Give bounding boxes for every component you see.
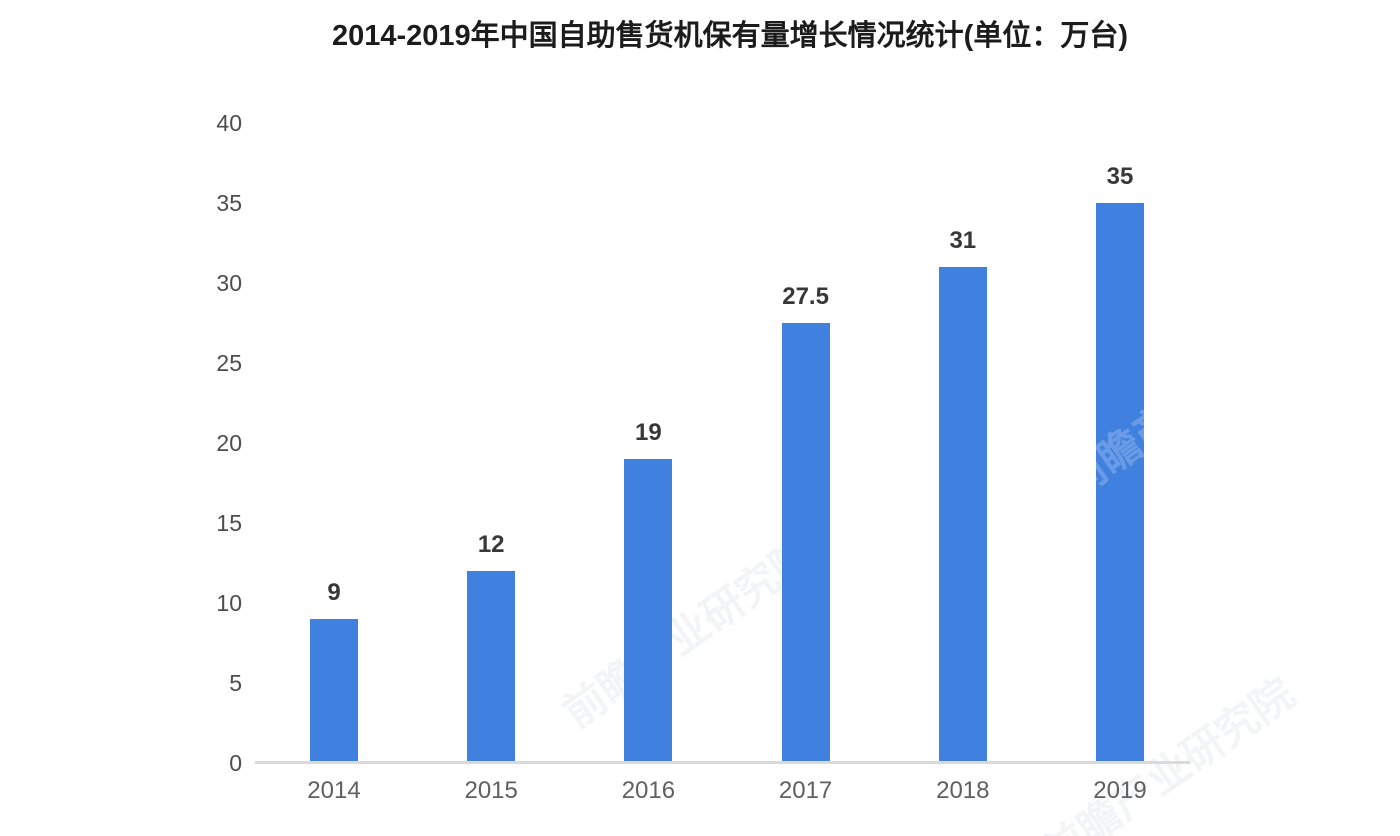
- bar-2018: [938, 267, 987, 763]
- x-tick-label: 2018: [936, 777, 990, 804]
- bar-value-label: 19: [635, 419, 662, 446]
- bar-2014: [310, 619, 358, 763]
- y-tick-label: 30: [216, 270, 242, 296]
- x-tick-label: 2014: [307, 777, 361, 804]
- y-tick-label: 5: [229, 670, 242, 696]
- x-tick-label: 2019: [1093, 777, 1147, 804]
- y-tick-label: 10: [216, 590, 242, 616]
- chart-title: 2014-2019年中国自助售货机保有量增长情况统计(单位：万台): [331, 20, 1128, 52]
- watermark: 前瞻产业研究院: [1034, 669, 1303, 836]
- watermark: 前瞻产业研究院: [1054, 299, 1323, 507]
- x-tick-label: 2017: [778, 777, 833, 804]
- bar-value-label: 31: [949, 227, 977, 254]
- y-tick-label: 35: [216, 190, 242, 216]
- bar-value-label: 12: [477, 531, 505, 558]
- bar-2019: [1096, 203, 1144, 763]
- y-tick-label: 15: [216, 510, 242, 536]
- y-tick-label: 20: [216, 430, 242, 456]
- bar-value-label: 27.5: [782, 283, 829, 310]
- bar-value-label: 35: [1106, 163, 1134, 190]
- x-axis-line: [255, 761, 1190, 764]
- bar-2015: [467, 571, 516, 763]
- bar-2016: [624, 459, 673, 763]
- y-tick-label: 0: [229, 750, 242, 776]
- x-tick-label: 2016: [621, 777, 676, 804]
- bar-value-label: 9: [327, 579, 341, 606]
- y-tick-label: 25: [216, 350, 242, 376]
- bar-2017: [781, 323, 830, 763]
- x-tick-label: 2015: [464, 777, 518, 804]
- y-tick-label: 40: [216, 110, 242, 136]
